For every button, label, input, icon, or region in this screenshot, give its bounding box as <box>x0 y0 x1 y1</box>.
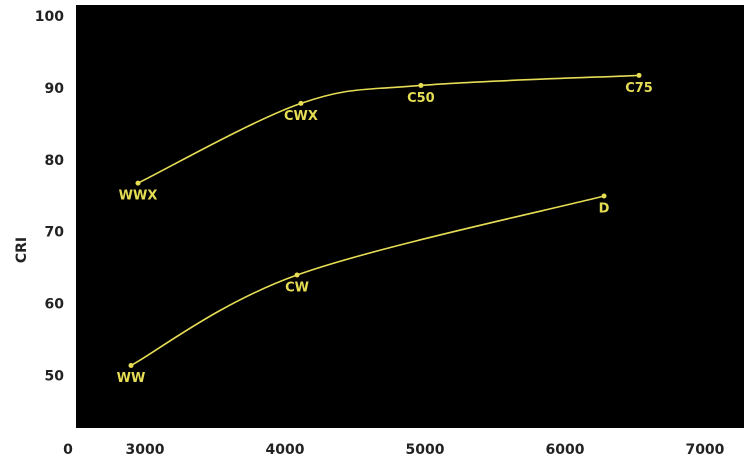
point-label: WWX <box>119 189 158 204</box>
plot-area <box>76 5 744 428</box>
x-origin-label: 0 <box>63 442 73 458</box>
x-tick-label: 7000 <box>685 442 724 458</box>
y-axis-title: CRI <box>14 237 30 263</box>
x-tick-label: 5000 <box>405 442 444 458</box>
x-tick-label: 4000 <box>266 442 305 458</box>
point <box>601 193 607 199</box>
point <box>135 180 141 186</box>
y-tick-label: 100 <box>35 9 64 25</box>
point <box>636 72 642 78</box>
point-label: WW <box>117 371 146 386</box>
line <box>137 74 640 184</box>
y-tick-label: 80 <box>45 153 65 169</box>
y-tick-label: 60 <box>45 296 65 312</box>
x-tick-label: 3000 <box>126 442 165 458</box>
point <box>418 82 424 88</box>
y-tick-label: 90 <box>45 81 65 97</box>
y-tick-label: 50 <box>45 368 65 384</box>
point <box>128 363 134 369</box>
point-label: D <box>599 202 610 217</box>
point-label: C75 <box>625 81 653 96</box>
point <box>298 100 304 106</box>
x-tick-label: 6000 <box>545 442 584 458</box>
y-tick-label: 70 <box>45 225 65 241</box>
point-label: C50 <box>407 91 435 106</box>
point <box>294 272 300 278</box>
point-label: CWX <box>284 109 318 124</box>
line <box>130 195 605 367</box>
point-label: CW <box>285 281 309 296</box>
